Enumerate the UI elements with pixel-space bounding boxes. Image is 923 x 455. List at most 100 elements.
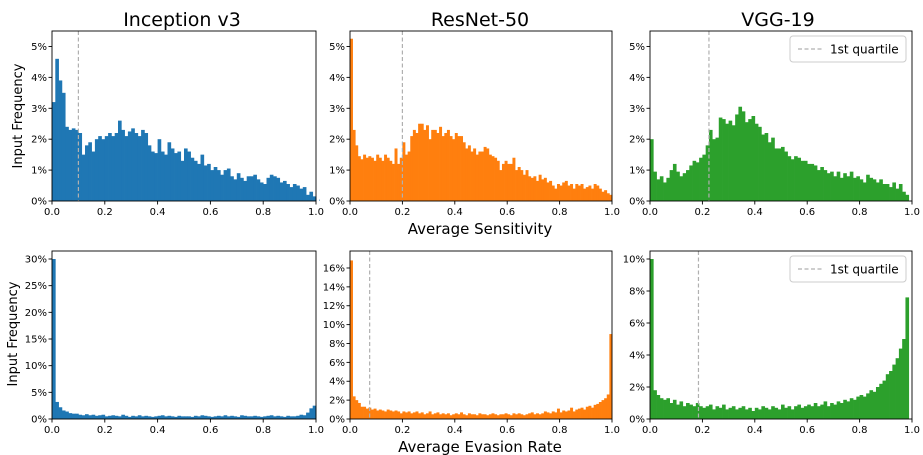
histogram-bar xyxy=(141,129,145,201)
x-tick-label: 0.2 xyxy=(97,425,113,436)
histogram-bar xyxy=(75,413,79,419)
x-tick-label: 1.0 xyxy=(904,425,920,436)
histogram-bar xyxy=(538,414,542,419)
histogram-bar xyxy=(433,129,437,201)
histogram-bar xyxy=(439,126,443,201)
histogram-bar xyxy=(515,170,519,201)
histogram-bar xyxy=(352,129,356,201)
y-tick-label: 4% xyxy=(31,73,47,84)
histogram-bar xyxy=(892,364,896,419)
histogram-bar xyxy=(157,415,162,419)
histogram-bar xyxy=(405,412,408,419)
panel-5: 0.0 0.2 0.4 0.6 0.8 1.0 0% 2% 4% 6% 8% 10% 12% 14% 16% xyxy=(323,250,620,436)
histogram-bar xyxy=(810,406,815,419)
histogram-bar xyxy=(764,407,769,419)
histogram-bar xyxy=(517,167,521,201)
histogram-bar xyxy=(546,182,550,201)
histogram-bar xyxy=(240,177,244,201)
panel-6: 0.0 0.2 0.4 0.6 0.8 1.0 0% 2% 4% 6% 8% 10% 1st quart… xyxy=(623,250,920,436)
histogram-bar xyxy=(601,400,605,419)
histogram-bar xyxy=(593,404,597,419)
histogram-bar xyxy=(669,403,674,419)
histogram-bar xyxy=(905,297,910,419)
histogram-bar xyxy=(263,416,267,419)
histogram-bar xyxy=(355,145,359,201)
histogram-bar xyxy=(306,194,310,201)
histogram-bar xyxy=(686,170,690,201)
histogram-bar xyxy=(708,404,713,419)
histogram-bar xyxy=(663,182,667,201)
histogram-bar xyxy=(481,414,484,419)
histogram-bar xyxy=(598,402,602,419)
histogram-bar xyxy=(266,177,271,201)
histogram-bar xyxy=(549,413,553,419)
histogram-bar xyxy=(65,411,69,419)
histogram-bar xyxy=(556,408,560,419)
histogram-bar xyxy=(363,406,367,419)
histogram-bar xyxy=(61,410,66,419)
y-tick-label: 1% xyxy=(629,166,645,177)
x-tick-label: 1.0 xyxy=(904,207,920,218)
histogram-bar xyxy=(465,148,469,201)
histogram-bar xyxy=(423,414,427,419)
y-tick-label: 30% xyxy=(25,255,47,266)
y-tick-label: 2% xyxy=(629,383,645,394)
histogram-bar xyxy=(190,157,195,201)
histogram-bar xyxy=(892,182,896,201)
y-tick-label: 4% xyxy=(329,73,345,84)
histogram-bar xyxy=(830,403,834,419)
histogram-bar xyxy=(420,412,424,419)
y-tick-label: 3% xyxy=(629,104,645,115)
histogram-bar xyxy=(164,416,168,419)
histogram-bar xyxy=(836,401,841,419)
histogram-bar xyxy=(712,139,716,201)
histogram-bar xyxy=(859,179,864,201)
histogram-bar xyxy=(460,136,464,201)
histogram-bar xyxy=(399,413,403,419)
histogram-bar xyxy=(598,188,602,201)
x-tick-label: 0.0 xyxy=(44,207,60,218)
histogram-bar xyxy=(731,406,736,419)
histogram-bar xyxy=(402,411,406,419)
histogram-bar xyxy=(583,409,587,419)
histogram-bar xyxy=(820,404,824,419)
panel-frame xyxy=(649,250,913,420)
histogram-bar xyxy=(751,116,756,201)
histogram-bar xyxy=(121,129,125,201)
histogram-bar xyxy=(839,403,844,419)
histogram-bar xyxy=(659,398,664,419)
histogram-bar xyxy=(559,412,563,419)
histogram-bar xyxy=(728,407,733,419)
histogram-bar xyxy=(748,119,752,201)
histogram-bar xyxy=(378,157,382,201)
histogram-bar xyxy=(420,123,424,201)
histogram-bar xyxy=(580,407,584,419)
histogram-bar xyxy=(679,176,684,201)
panels-group: 0.0 0.2 0.4 0.6 0.8 1.00%1%2%3%4%5%0.0 0.2 0.4 0… xyxy=(25,30,920,436)
histogram-bar xyxy=(853,399,857,419)
histogram-bar xyxy=(283,416,287,419)
histogram-bar xyxy=(370,409,374,419)
histogram-bar xyxy=(609,334,613,419)
histogram-bar xyxy=(570,184,574,201)
histogram-bar xyxy=(790,159,795,201)
histogram-bar xyxy=(898,184,903,201)
histogram-bar xyxy=(457,414,461,419)
histogram-bar xyxy=(283,180,287,201)
histogram-bar xyxy=(154,416,158,419)
histogram-bar xyxy=(794,406,798,419)
histogram-bar xyxy=(236,173,241,201)
histogram-bar xyxy=(856,396,860,419)
histogram-bar xyxy=(71,413,76,419)
histogram-bar xyxy=(144,133,149,201)
histogram-bar xyxy=(771,137,775,201)
histogram-bar xyxy=(875,387,880,419)
histogram-bar xyxy=(462,414,466,419)
histogram-bar xyxy=(415,411,419,419)
histogram-bar xyxy=(210,170,215,201)
histogram-bar xyxy=(350,260,353,419)
histogram-bar xyxy=(233,416,238,419)
histogram-bar xyxy=(309,191,314,201)
histogram-bar xyxy=(546,412,550,419)
histogram-bar xyxy=(491,413,495,419)
